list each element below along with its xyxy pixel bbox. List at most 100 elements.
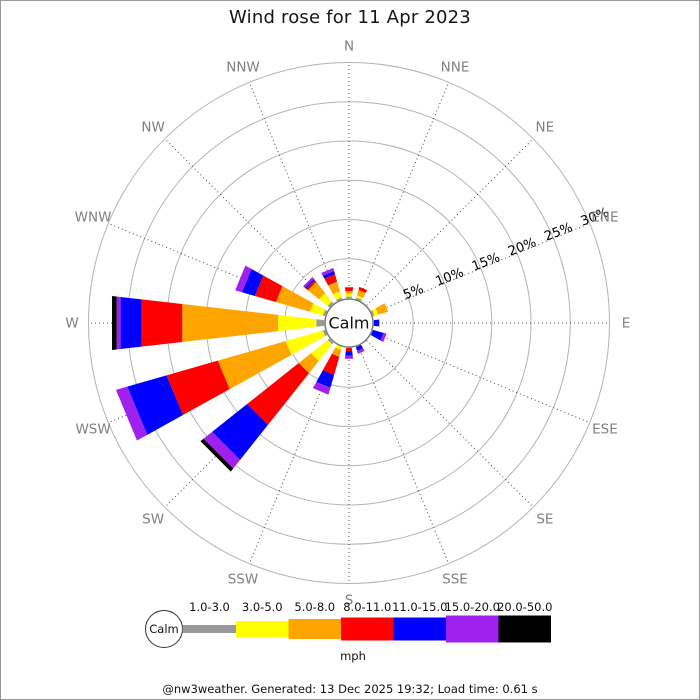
legend-swatch-3.0-5.0	[236, 621, 289, 637]
wedge-WNW-11.0-15.0	[241, 269, 264, 296]
wedge-E-11.0-15.0	[373, 319, 380, 327]
wedge-ENE-1.0-3.0	[370, 310, 375, 317]
direction-label-WSW: WSW	[75, 422, 110, 438]
spoke-SE	[366, 340, 534, 508]
wedge-NNE-1.0-3.0	[355, 297, 362, 302]
wedge-N-3.0-5.0	[345, 293, 353, 297]
spoke-SSW	[248, 345, 340, 564]
calm-circle	[324, 298, 374, 348]
wedge-W-20.0-50.0	[112, 295, 117, 351]
percent-label-20pct: 20%	[506, 235, 538, 259]
wedge-NNW-3.0-5.0	[333, 291, 342, 300]
wedge-NW-8.0-11.0	[306, 280, 317, 291]
legend-swatch-11.0-15.0	[393, 617, 446, 641]
legend-swatch-15.0-20.0	[446, 615, 499, 643]
wedge-ENE-3.0-5.0	[372, 308, 379, 316]
legend-bin-label-3.0-5.0: 3.0-5.0	[242, 600, 283, 614]
wedge-WNW-8.0-11.0	[254, 275, 283, 303]
wedge-WSW-5.0-8.0	[217, 341, 292, 390]
wedge-SSW-15.0-20.0	[312, 381, 331, 395]
spoke-NW	[164, 138, 332, 306]
legend-swatch-connector	[182, 625, 236, 633]
direction-label-SSE: SSE	[442, 571, 468, 587]
direction-label-WNW: WNW	[75, 209, 112, 225]
wedge-SSW-3.0-5.0	[335, 344, 343, 351]
percent-label-15pct: 15%	[470, 250, 502, 274]
spoke-NNE	[358, 82, 450, 301]
spoke-SSE	[358, 345, 450, 564]
wedge-SSE-11.0-15.0	[355, 344, 364, 351]
direction-label-S: S	[345, 593, 354, 609]
wedge-NNW-5.0-8.0	[328, 281, 340, 295]
direction-label-SW: SW	[142, 511, 164, 527]
calm-center-label: Calm	[328, 314, 369, 333]
direction-label-SSW: SSW	[228, 571, 259, 587]
wedge-W-3.0-5.0	[278, 314, 317, 332]
legend-calm-label: Calm	[149, 622, 178, 636]
wedge-ESE-15.0-20.0	[380, 332, 387, 342]
wedge-NW-15.0-20.0	[303, 277, 314, 288]
wedge-NW-1.0-3.0	[327, 301, 334, 308]
wedge-W-1.0-3.0	[316, 319, 325, 327]
wedge-N-8.0-11.0	[344, 287, 354, 292]
legend-units-label: mph	[340, 649, 366, 663]
spoke-SW	[164, 340, 332, 508]
spoke-ENE	[371, 222, 590, 314]
wedge-SW-8.0-11.0	[247, 362, 310, 425]
spoke-WNW	[108, 222, 327, 314]
wedge-S-15.0-20.0	[344, 355, 354, 359]
wedge-WSW-11.0-15.0	[127, 375, 183, 435]
direction-label-ENE: ENE	[591, 209, 618, 225]
direction-label-W: W	[65, 316, 78, 332]
footer-credit: @nw3weather. Generated: 13 Dec 2025 19:3…	[162, 682, 538, 696]
wedge-S-11.0-15.0	[345, 350, 353, 356]
legend-bin-label-8.0-11.0: 8.0-11.0	[343, 600, 391, 614]
wedge-WSW-3.0-5.0	[285, 330, 326, 355]
direction-label-N: N	[344, 39, 354, 55]
wedge-N-5.0-8.0	[345, 291, 353, 294]
legend-bin-label-20.0-50.0: 20.0-50.0	[497, 600, 552, 614]
wedge-NW-5.0-8.0	[307, 281, 326, 300]
wedge-W-15.0-20.0	[116, 296, 121, 350]
percent-label-5pct: 5%	[401, 282, 426, 303]
wedge-SW-11.0-15.0	[212, 404, 268, 460]
wedge-SSW-11.0-15.0	[316, 370, 335, 388]
direction-label-NW: NW	[141, 120, 164, 136]
direction-label-NNE: NNE	[441, 60, 470, 76]
legend-swatch-5.0-8.0	[288, 619, 341, 639]
wedge-WNW-15.0-20.0	[235, 265, 252, 293]
wedge-ENE-5.0-8.0	[375, 303, 389, 315]
direction-label-NE: NE	[536, 120, 555, 136]
wedge-NNE-5.0-8.0	[356, 289, 366, 298]
legend-bin-label-15.0-20.0: 15.0-20.0	[445, 600, 500, 614]
wedge-WSW-15.0-20.0	[115, 386, 148, 441]
wedge-W-5.0-8.0	[182, 303, 279, 343]
wedge-SSW-5.0-8.0	[331, 347, 342, 357]
wedge-WNW-3.0-5.0	[309, 303, 326, 316]
spoke-ESE	[371, 332, 590, 424]
legend-bin-label-11.0-15.0: 11.0-15.0	[392, 600, 447, 614]
wedge-SW-20.0-50.0	[200, 438, 234, 472]
wedge-SSW-8.0-11.0	[322, 353, 340, 375]
wedge-NNE-3.0-5.0	[356, 295, 364, 300]
wedge-SW-15.0-20.0	[203, 431, 241, 469]
wedge-SSE-15.0-20.0	[356, 348, 365, 354]
spoke-NE	[366, 138, 534, 306]
wedge-SW-1.0-3.0	[327, 338, 334, 345]
legend-bin-label-5.0-8.0: 5.0-8.0	[294, 600, 335, 614]
wedge-WNW-1.0-3.0	[322, 309, 328, 317]
wedge-NNE-8.0-11.0	[358, 286, 368, 293]
direction-label-ESE: ESE	[592, 422, 618, 438]
direction-label-SE: SE	[536, 511, 553, 527]
percent-label-10pct: 10%	[434, 265, 466, 289]
wedge-NW-3.0-5.0	[318, 292, 332, 306]
direction-label-NNW: NNW	[226, 60, 260, 76]
legend-bin-label-1.0-3.0: 1.0-3.0	[189, 600, 230, 614]
wedge-NNW-1.0-3.0	[336, 297, 343, 302]
wedge-WNW-5.0-8.0	[275, 286, 314, 312]
chart-title: Wind rose for 11 Apr 2023	[229, 7, 471, 28]
legend-swatch-8.0-11.0	[341, 617, 394, 641]
wedge-S-8.0-11.0	[345, 347, 353, 351]
spoke-NNW	[248, 82, 340, 301]
